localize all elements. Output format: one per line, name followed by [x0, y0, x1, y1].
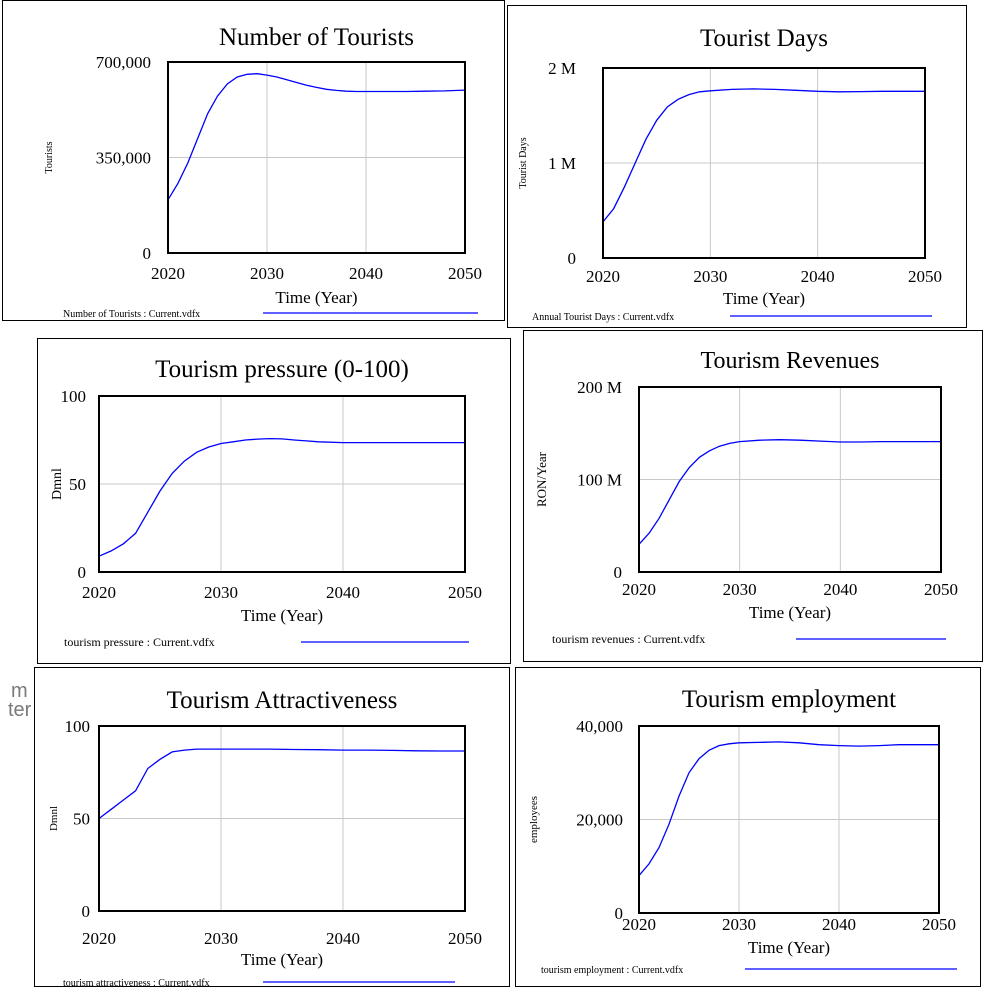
x-axis-label: Time (Year) [748, 938, 830, 957]
y-axis-label: Tourists [44, 141, 55, 173]
y-tick-label: 20,000 [576, 811, 623, 830]
y-axis-label: Dmnl [50, 468, 65, 500]
x-axis-label: Time (Year) [723, 289, 805, 308]
x-tick-label: 2040 [823, 580, 857, 599]
legend-label: tourism pressure : Current.vdfx [64, 635, 215, 649]
series-line [638, 439, 941, 545]
y-tick-label: 0 [568, 249, 577, 268]
y-tick-label: 0 [615, 904, 624, 923]
series-line [602, 88, 925, 223]
x-tick-label: 2050 [924, 580, 958, 599]
legend-label: tourism revenues : Current.vdfx [552, 632, 705, 646]
clipped-text-fragment: m [11, 680, 28, 702]
chart-title: Tourism pressure (0-100) [155, 356, 409, 383]
series-line [167, 73, 466, 201]
x-tick-label: 2020 [82, 583, 116, 602]
y-tick-label: 0 [78, 563, 87, 582]
legend-label: Annual Tourist Days : Current.vdfx [532, 312, 674, 323]
chart-svg: Tourism Attractiveness 0 50 100 2020 2030 2040… [48, 687, 482, 987]
x-tick-label: 2040 [822, 915, 856, 934]
y-tick-label: 350,000 [96, 149, 151, 168]
x-tick-label: 2050 [448, 583, 482, 602]
y-axis-label: employees [528, 796, 540, 843]
plot-frame [98, 395, 466, 573]
chart-panel-tourism-employment: Tourism employment 0 20,000 40,000 2020 2030 2… [515, 667, 981, 987]
x-tick-label: 2030 [250, 264, 284, 283]
y-tick-label: 100 M [577, 471, 622, 490]
series-line [98, 748, 465, 820]
x-tick-label: 2030 [204, 583, 238, 602]
chart-svg: Tourism pressure (0-100) 0 50 100 2020 2030 20… [50, 356, 482, 649]
legend-label: tourism employment : Current.vdfx [541, 965, 683, 976]
chart-panel-tourist-days: Tourist Days 0 1 M 2 M 2020 2030 2040 2050 Time … [507, 5, 967, 328]
chart-title: Tourism employment [682, 686, 896, 713]
y-tick-label: 50 [73, 810, 90, 829]
clipped-text-fragment: ter [8, 699, 32, 721]
x-tick-label: 2040 [326, 929, 360, 948]
y-tick-label: 50 [69, 475, 86, 494]
chart-svg: Tourism Revenues 0 100 M 200 M 2020 2030 2040 2… [534, 348, 958, 646]
x-axis-label: Time (Year) [749, 603, 831, 622]
y-tick-label: 0 [82, 902, 91, 921]
x-tick-label: 2020 [622, 580, 656, 599]
y-axis-label: Tourist Days [518, 137, 529, 188]
plot-frame [167, 61, 466, 254]
chart-panel-tourism-pressure: Tourism pressure (0-100) 0 50 100 2020 2030 20… [37, 338, 511, 664]
chart-panel-number-of-tourists: Number of Tourists 0 350,000 700,000 2020 203… [2, 0, 505, 321]
y-tick-label: 2 M [548, 59, 576, 78]
y-axis-label: RON/Year [534, 451, 549, 507]
y-tick-label: 700,000 [96, 53, 151, 72]
x-tick-label: 2020 [151, 264, 185, 283]
x-axis-label: Time (Year) [275, 288, 357, 307]
y-tick-label: 1 M [548, 154, 576, 173]
x-tick-label: 2030 [723, 580, 757, 599]
plot-frame [602, 67, 926, 259]
plot-frame [638, 386, 942, 573]
x-axis-label: Time (Year) [241, 606, 323, 625]
x-tick-label: 2020 [622, 915, 656, 934]
y-tick-label: 0 [143, 244, 152, 263]
x-tick-label: 2040 [326, 583, 360, 602]
x-tick-label: 2030 [693, 267, 727, 286]
chart-svg: Number of Tourists 0 350,000 700,000 2020 203… [44, 24, 482, 320]
series-line [98, 437, 465, 557]
x-tick-label: 2050 [448, 929, 482, 948]
legend-label: Number of Tourists : Current.vdfx [63, 309, 200, 320]
x-tick-label: 2020 [586, 267, 620, 286]
plot-frame [98, 725, 466, 912]
x-tick-label: 2030 [204, 929, 238, 948]
legend-label: tourism attractiveness : Current.vdfx [63, 978, 210, 987]
chart-title: Tourism Revenues [701, 348, 880, 374]
x-tick-label: 2020 [82, 929, 116, 948]
x-tick-label: 2040 [801, 267, 835, 286]
chart-title: Tourist Days [700, 25, 828, 52]
chart-panel-tourism-revenues: Tourism Revenues 0 100 M 200 M 2020 2030 2040 2… [523, 330, 983, 662]
chart-title: Number of Tourists [219, 24, 414, 51]
y-tick-label: 100 [65, 717, 91, 736]
x-axis-label: Time (Year) [241, 950, 323, 969]
series-line [638, 741, 939, 877]
x-tick-label: 2050 [448, 264, 482, 283]
x-tick-label: 2040 [349, 264, 383, 283]
x-tick-label: 2050 [922, 915, 956, 934]
x-tick-label: 2030 [722, 915, 756, 934]
y-tick-label: 0 [614, 563, 623, 582]
chart-panel-tourism-attractiveness: Tourism Attractiveness 0 50 100 2020 2030 2040… [34, 667, 510, 987]
y-tick-label: 40,000 [576, 717, 623, 736]
chart-svg: Tourist Days 0 1 M 2 M 2020 2030 2040 2050 Time … [518, 25, 942, 323]
plot-frame [638, 725, 940, 914]
x-tick-label: 2050 [908, 267, 942, 286]
y-tick-label: 100 [61, 387, 87, 406]
chart-title: Tourism Attractiveness [167, 687, 398, 714]
y-axis-label: Dmnl [48, 806, 60, 831]
chart-svg: Tourism employment 0 20,000 40,000 2020 2030 2… [528, 686, 957, 976]
y-tick-label: 200 M [577, 378, 622, 397]
